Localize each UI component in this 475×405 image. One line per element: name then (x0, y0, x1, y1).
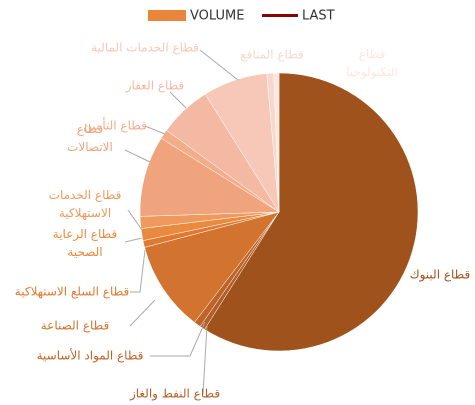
leader-line (129, 299, 156, 327)
pie-slice (204, 72, 419, 352)
slice-label: قطاع العقار (125, 79, 185, 94)
slice-label: قطاع الاتصالات (67, 122, 113, 154)
legend-label: VOLUME (190, 9, 244, 24)
leader-line (127, 209, 143, 231)
pie-slice (273, 72, 280, 213)
slice-label: قطاع السلع الاستهلاكية (15, 285, 129, 299)
slice-label: قطاع الخدمات المالية (91, 41, 199, 55)
legend-label: LAST (302, 9, 335, 24)
slice-label: قطاع النفط والغاز (129, 387, 220, 402)
slice-label: قطاع البنوك (410, 268, 471, 283)
label-line: قطاع الرعاية (53, 227, 117, 242)
label-line: التكنولوجيا (346, 65, 398, 80)
leader-line (130, 249, 146, 293)
slice-label: قطاع التأمين (83, 117, 147, 134)
leader-line (124, 149, 151, 163)
slice-label: قطاع التكنولوجيا (346, 47, 398, 80)
slice-label: قطاع الصناعة (41, 319, 109, 333)
slice-label: قطاع المنافع (240, 48, 304, 62)
label-line: الاتصالات (67, 140, 113, 154)
leader-line (199, 49, 239, 81)
leader-line (169, 91, 187, 109)
pie-slice (144, 211, 280, 323)
label-line: قطاع (77, 122, 103, 136)
leader-line (124, 237, 143, 243)
label-line: الصحية (67, 245, 102, 259)
leader-line (144, 125, 166, 135)
legend-swatch (148, 10, 186, 21)
slice-label: قطاع الخدمات الاستهلاكية (49, 188, 122, 220)
label-line: الاستهلاكية (59, 206, 111, 220)
label-line: قطاع الخدمات (49, 188, 122, 202)
leader-line (202, 325, 208, 395)
label-line: قطاع (359, 47, 385, 61)
slice-label: قطاع الرعاية الصحية (53, 227, 117, 259)
leader-line (150, 321, 206, 357)
slice-label: قطاع المواد الأساسية (37, 348, 144, 364)
pie-slice (139, 137, 280, 217)
